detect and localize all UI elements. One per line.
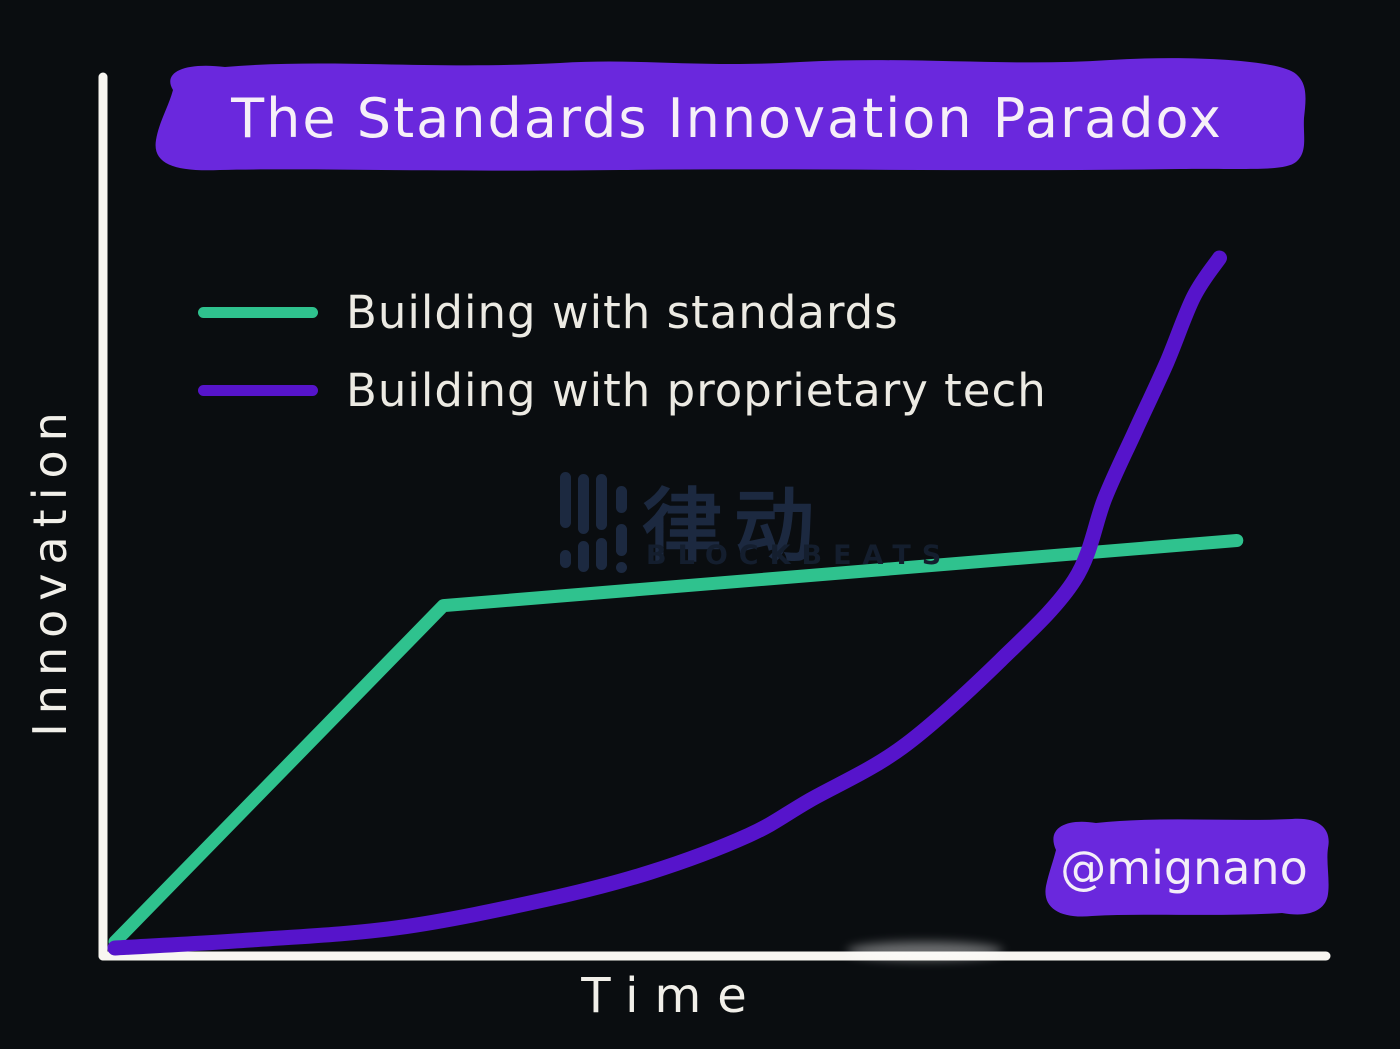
title-highlight-banner — [155, 58, 1306, 171]
blockbeats-logo-icon — [560, 472, 627, 573]
legend-swatch-proprietary — [198, 384, 318, 396]
series-line-0 — [108, 534, 1244, 949]
watermark-cjk-text: 律动 — [642, 480, 826, 573]
axis-glow-smudge — [847, 942, 1003, 960]
series-line-1 — [107, 250, 1227, 956]
legend-label-proprietary: Building with proprietary tech — [346, 363, 1047, 417]
legend-item-standards: Building with standards — [198, 285, 1047, 339]
watermark-brand-text: BLOCKBEATS — [646, 540, 953, 571]
signature-highlight-banner — [1045, 818, 1329, 917]
legend: Building with standards Building with pr… — [198, 285, 1047, 417]
legend-item-proprietary: Building with proprietary tech — [198, 363, 1047, 417]
legend-swatch-standards — [198, 306, 318, 318]
axes — [98, 72, 1331, 961]
chart-title: The Standards Innovation Paradox — [231, 86, 1223, 150]
series-lines — [107, 250, 1244, 956]
signature-handle: @mignano — [1060, 841, 1308, 895]
x-axis-label: Time — [581, 968, 763, 1024]
y-axis-label: Innovation — [23, 403, 77, 737]
legend-label-standards: Building with standards — [346, 285, 899, 339]
